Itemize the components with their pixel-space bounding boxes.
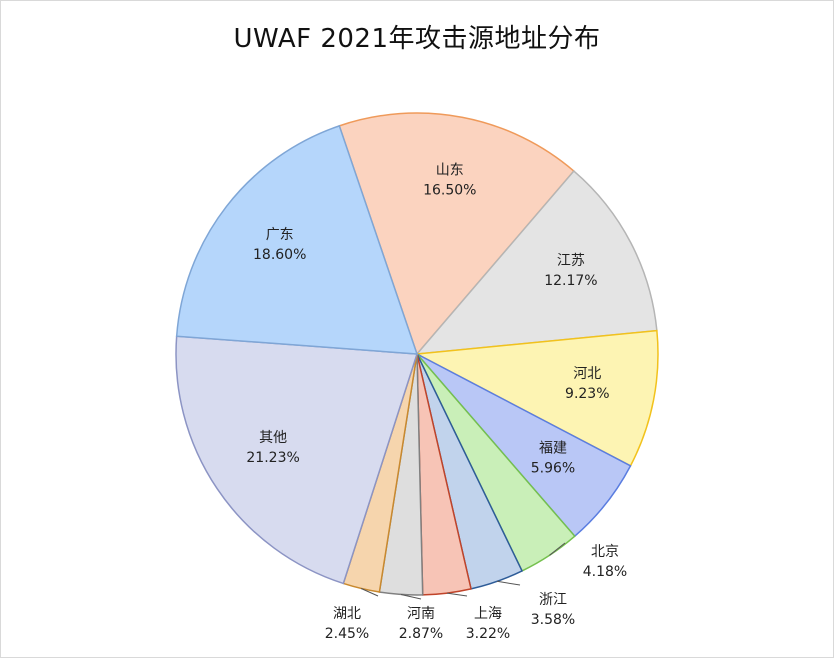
slice-value-label: 9.23% (565, 386, 609, 402)
slice-value-label: 16.50% (423, 183, 476, 199)
slice-value-label: 2.45% (325, 626, 369, 642)
slice-value-label: 5.96% (531, 461, 575, 477)
leader-line-4 (549, 542, 566, 556)
slice-name-label: 上海 (474, 606, 502, 622)
pie-slice-9 (175, 335, 419, 585)
pie-slice-10 (175, 124, 419, 355)
slice-name-label: 湖北 (333, 606, 361, 622)
slice-name-label: 福建 (539, 441, 567, 457)
slice-name-label: 其他 (259, 430, 287, 446)
pie-slice-0 (338, 112, 575, 356)
pie-slice-2 (414, 329, 659, 467)
slice-value-label: 12.17% (544, 273, 597, 289)
slice-value-label: 2.87% (399, 626, 443, 642)
slice-name-label: 河南 (407, 606, 435, 622)
leader-line-5 (496, 580, 521, 586)
chart-title: UWAF 2021年攻击源地址分布 (233, 24, 601, 54)
slice-name-label: 江苏 (557, 253, 585, 269)
slice-name-label: 河北 (573, 366, 601, 382)
slice-value-label: 4.18% (583, 564, 627, 580)
slice-value-label: 3.22% (466, 626, 510, 642)
pie-slice-1 (415, 169, 658, 355)
slice-value-label: 3.58% (531, 612, 575, 628)
leader-line-8 (360, 588, 379, 597)
slice-name-label: 广东 (266, 227, 294, 243)
slice-value-label: 18.60% (253, 247, 306, 263)
slice-value-label: 21.23% (246, 450, 299, 466)
leader-line-7 (400, 594, 422, 600)
slice-name-label: 北京 (591, 544, 619, 560)
slice-name-label: 浙江 (539, 592, 567, 608)
slice-name-label: 山东 (436, 163, 464, 179)
leader-line-6 (446, 592, 468, 597)
